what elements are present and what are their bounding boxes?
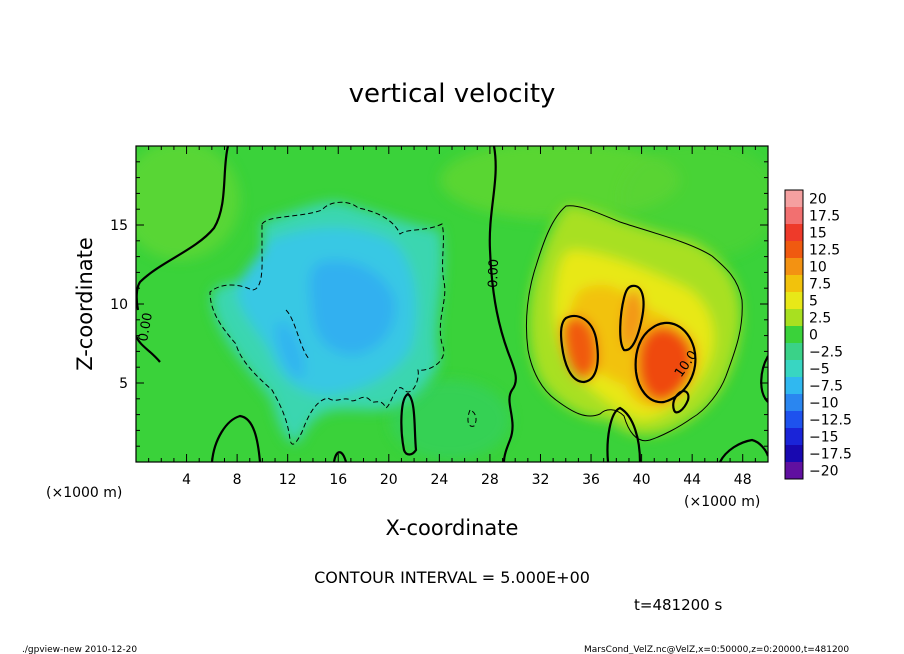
footer-left: ./gpview-new 2010-12-20 (22, 645, 137, 654)
downdraft-core (309, 260, 396, 355)
colorbar-label: 20 (809, 192, 827, 208)
colorbar-label: 7.5 (809, 277, 831, 293)
x-tick-label: 20 (380, 472, 398, 488)
negative-contour (209, 201, 446, 445)
zero-contour-bump-46 (719, 438, 768, 462)
contour-label: 0.00 (486, 259, 502, 288)
positive-contour-10-streak (619, 284, 645, 352)
colorbar-cell (785, 343, 803, 360)
zero-contour-bump-22 (400, 392, 418, 456)
zero-contour-bump-38 (606, 406, 642, 462)
field-zone (136, 146, 240, 260)
updraft-orange-west (561, 316, 598, 380)
colorbar-cell (785, 428, 803, 445)
downdraft-region (211, 201, 443, 443)
x-tick-label: 16 (329, 472, 347, 488)
colorbar-label: −5 (809, 362, 830, 378)
colorbar-cell (785, 224, 803, 241)
zero-contour-west-lower (136, 335, 161, 363)
colorbar-cell (785, 309, 803, 326)
colorbar-cell (785, 258, 803, 275)
colorbar-label: −15 (809, 430, 839, 446)
updraft-orange-east (637, 326, 694, 403)
y-axis-title: Z-coordinate (73, 237, 97, 371)
x-tick-label: 8 (233, 472, 242, 488)
y-tick-label: 5 (119, 376, 128, 392)
colorbar-label: 2.5 (809, 311, 831, 327)
colorbar-label: 17.5 (809, 209, 840, 225)
colorbar-cell (785, 377, 803, 394)
colorbar-cell (785, 360, 803, 377)
colorbar-cell (785, 292, 803, 309)
contour-interval-text: CONTOUR INTERVAL = 5.000E+00 (314, 568, 590, 587)
updraft-region (528, 205, 741, 435)
colorbar-label: −10 (809, 396, 839, 412)
zero-contour-bump-8 (210, 414, 262, 462)
colorbar-label: −20 (809, 464, 839, 480)
positive-contour-5 (525, 205, 743, 442)
colorbar-label: −2.5 (809, 345, 843, 361)
colorbar-cell (785, 394, 803, 411)
downdraft-streak (276, 321, 304, 379)
x-tick-label: 28 (481, 472, 499, 488)
colorbar-cell (785, 326, 803, 343)
plot-area: 0.00 0.00 10.0 (136, 146, 768, 462)
x-tick-label: 24 (430, 472, 448, 488)
x-tick-label: 4 (182, 472, 191, 488)
colorbar-cell (785, 207, 803, 224)
positive-contour-10-west (559, 314, 599, 384)
x-tick-label: 36 (582, 472, 600, 488)
x-tick-label: 32 (532, 472, 550, 488)
colorbar-cell (785, 275, 803, 292)
x-tick-label: 12 (279, 472, 297, 488)
x-tick-label: 44 (683, 472, 701, 488)
colorbar-frame (784, 189, 804, 480)
time-text: t=481200 s (634, 596, 722, 614)
negative-contour-small (467, 409, 477, 427)
y-tick-label: 15 (110, 218, 128, 234)
negative-contour-inner (285, 309, 311, 361)
colorbar-label: 0 (809, 328, 818, 344)
colorbar-cell (785, 462, 803, 479)
field-zone (440, 146, 680, 220)
colorbar-cell (785, 445, 803, 462)
colorbar-label: −12.5 (809, 413, 852, 429)
colorbar-label: −17.5 (809, 447, 852, 463)
contour-label: 0.00 (136, 312, 156, 343)
x-tick-label: 48 (734, 472, 752, 488)
zero-contour-central (488, 146, 517, 462)
updraft-orange-streak (622, 288, 643, 349)
x-axis: 4 8 12 16 20 24 28 32 36 40 44 48 (148, 146, 756, 488)
y-axis: 5 10 15 (110, 161, 768, 447)
positive-contour-10-east (634, 321, 697, 404)
zero-contour-bump-13 (332, 451, 348, 462)
colorbar-label: 15 (809, 226, 827, 242)
field-zone (620, 146, 768, 260)
colorbar-label: 5 (809, 294, 818, 310)
footer-right: MarsCond_VelZ.nc@VelZ,x=0:50000,z=0:2000… (584, 645, 849, 654)
colorbar: 2017.51512.5107.552.50−2.5−5−7.5−10−12.5… (784, 189, 852, 480)
x-axis-unit: (×1000 m) (684, 494, 760, 510)
colorbar-cell (785, 190, 803, 207)
x-tick-label: 40 (633, 472, 651, 488)
zero-contour-west (136, 146, 230, 311)
colorbar-cell (785, 241, 803, 258)
y-tick-label: 10 (110, 297, 128, 313)
colorbar-cell (785, 411, 803, 428)
colorbar-label: 10 (809, 260, 827, 276)
colorbar-label: −7.5 (809, 379, 843, 395)
positive-contour-10-lobe (672, 390, 690, 414)
field-zone (390, 380, 510, 460)
contour-lines (136, 146, 768, 462)
chart-title: vertical velocity (349, 79, 556, 109)
y-axis-unit: (×1000 m) (46, 485, 122, 501)
colorbar-label: 12.5 (809, 243, 840, 259)
x-axis-title: X-coordinate (386, 516, 519, 540)
